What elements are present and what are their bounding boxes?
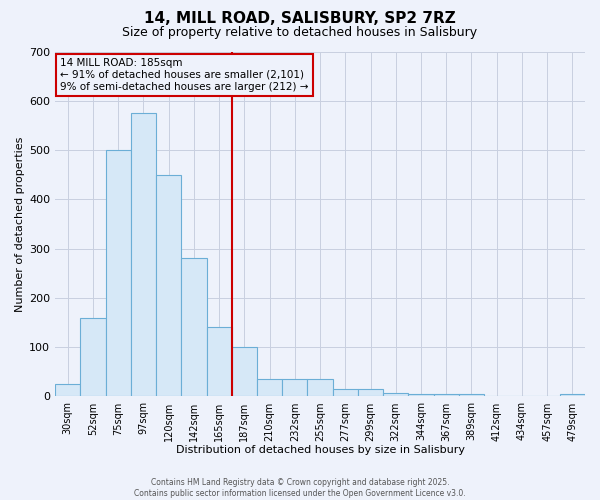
Text: 14, MILL ROAD, SALISBURY, SP2 7RZ: 14, MILL ROAD, SALISBURY, SP2 7RZ: [144, 11, 456, 26]
Bar: [55, 384, 80, 396]
Bar: [383, 392, 409, 396]
Bar: [257, 379, 282, 396]
Bar: [206, 328, 232, 396]
Bar: [307, 379, 332, 396]
Bar: [80, 318, 106, 396]
Text: Contains HM Land Registry data © Crown copyright and database right 2025.
Contai: Contains HM Land Registry data © Crown c…: [134, 478, 466, 498]
X-axis label: Distribution of detached houses by size in Salisbury: Distribution of detached houses by size …: [176, 445, 464, 455]
Bar: [434, 394, 459, 396]
Bar: [156, 174, 181, 396]
Text: 14 MILL ROAD: 185sqm
← 91% of detached houses are smaller (2,101)
9% of semi-det: 14 MILL ROAD: 185sqm ← 91% of detached h…: [61, 58, 309, 92]
Bar: [131, 113, 156, 397]
Bar: [560, 394, 585, 396]
Bar: [282, 379, 307, 396]
Bar: [232, 347, 257, 397]
Bar: [181, 258, 206, 396]
Bar: [332, 389, 358, 396]
Bar: [106, 150, 131, 396]
Y-axis label: Number of detached properties: Number of detached properties: [15, 136, 25, 312]
Bar: [459, 394, 484, 396]
Bar: [358, 389, 383, 396]
Text: Size of property relative to detached houses in Salisbury: Size of property relative to detached ho…: [122, 26, 478, 39]
Bar: [409, 394, 434, 396]
